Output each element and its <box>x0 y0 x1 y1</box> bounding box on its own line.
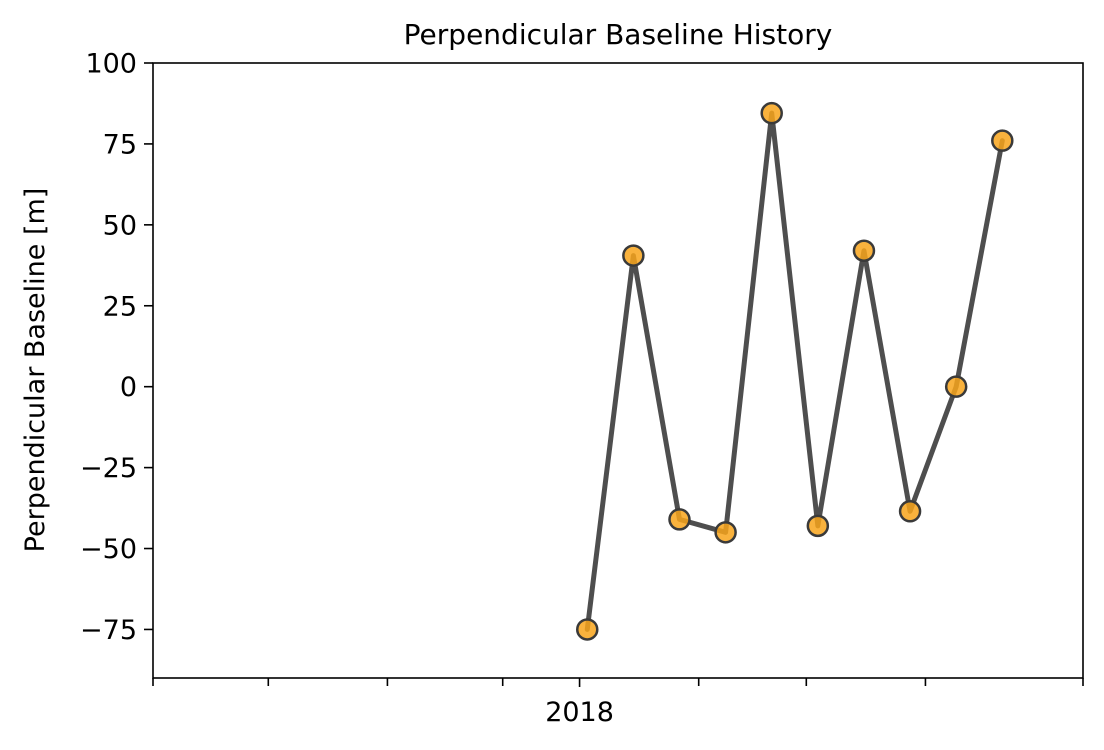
series-line <box>584 110 1005 632</box>
data-point <box>806 514 830 538</box>
y-tick-label: 100 <box>85 49 137 80</box>
y-axis: 100 75 50 25 0 −25 −50 −75 <box>80 49 153 646</box>
x-tick-label: 2018 <box>545 697 614 728</box>
data-point <box>898 500 922 523</box>
data-point <box>991 129 1014 152</box>
y-tick-label: −75 <box>80 615 137 646</box>
data-point <box>576 618 599 641</box>
y-tick-label: −50 <box>80 534 137 565</box>
y-tick-label: 50 <box>103 210 137 241</box>
data-point <box>852 239 876 262</box>
y-tick-label: −25 <box>80 453 137 484</box>
chart-title: Perpendicular Baseline History <box>404 18 833 51</box>
data-point <box>714 521 737 544</box>
y-tick-label: 75 <box>103 129 137 160</box>
plot-area-frame <box>152 62 1084 679</box>
data-point <box>760 101 783 125</box>
y-tick-label: 25 <box>103 291 137 322</box>
data-point <box>944 375 968 398</box>
y-axis-label: Perpendicular Baseline [m] <box>20 188 51 553</box>
y-tick-label: 0 <box>120 372 137 403</box>
x-axis: 2018 <box>152 678 1084 728</box>
data-point <box>668 508 691 531</box>
series-layer <box>576 101 1014 641</box>
data-point <box>622 244 645 267</box>
